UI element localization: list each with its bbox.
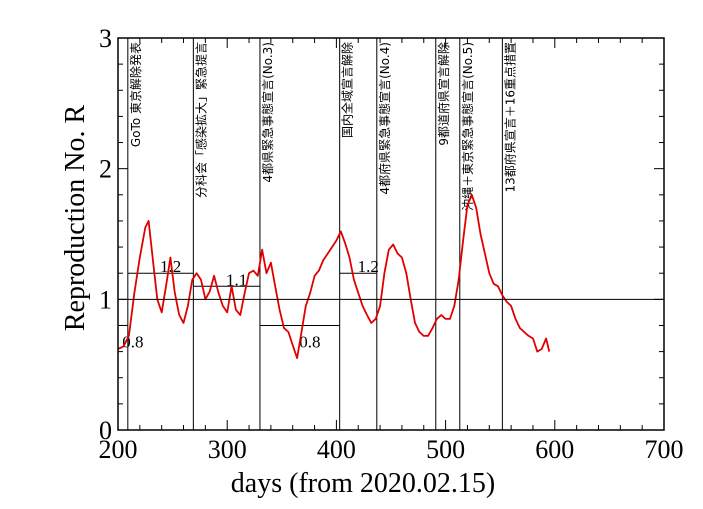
level-label: 1.2 [358,257,379,276]
y-tick-label: 1 [99,285,112,314]
event-label: 4都県緊急事態宣言(No.3) [260,42,275,183]
y-tick-label: 2 [99,155,112,184]
event-label: 9都道府県宣言解除 [436,42,451,146]
level-label: 1.2 [160,257,181,276]
event-label: GoTo 東京解除発表 [128,42,143,147]
level-markers: 0.81.21.10.81.2 [118,257,379,351]
y-axis-title: Reproduction No. R [60,105,91,332]
level-label: 1.1 [226,270,247,289]
event-label: 4都府県緊急事態宣言(No.4) [377,42,392,195]
plot-frame [117,37,665,431]
x-tick-label: 400 [317,435,356,464]
level-label: 0.8 [299,332,320,351]
series-line [117,193,551,360]
x-tick-label: 500 [426,435,465,464]
y-tick-label: 3 [99,24,112,53]
x-tick-label: 700 [645,435,684,464]
series-layer [117,193,551,360]
axes: 200 300 400 500 600 700 0 1 2 3 [99,24,684,464]
x-axis-title: days (from 2020.02.15) [231,468,495,499]
x-tick-label: 200 [99,435,138,464]
event-label: 分科会「感染拡大」緊急提言 [193,42,208,198]
event-label: 沖縄＋東京緊急事態宣言(No.5) [460,42,475,211]
x-tick-label: 600 [535,435,574,464]
x-tick-label: 300 [208,435,247,464]
event-label: 国内全域宣言解除 [340,42,355,138]
event-label: 13都府県宣言＋16重点措置 [502,42,517,193]
event-markers: GoTo 東京解除発表 分科会「感染拡大」緊急提言 4都県緊急事態宣言(No.3) 国… [127,38,517,430]
y-tick-label: 0 [99,416,112,445]
